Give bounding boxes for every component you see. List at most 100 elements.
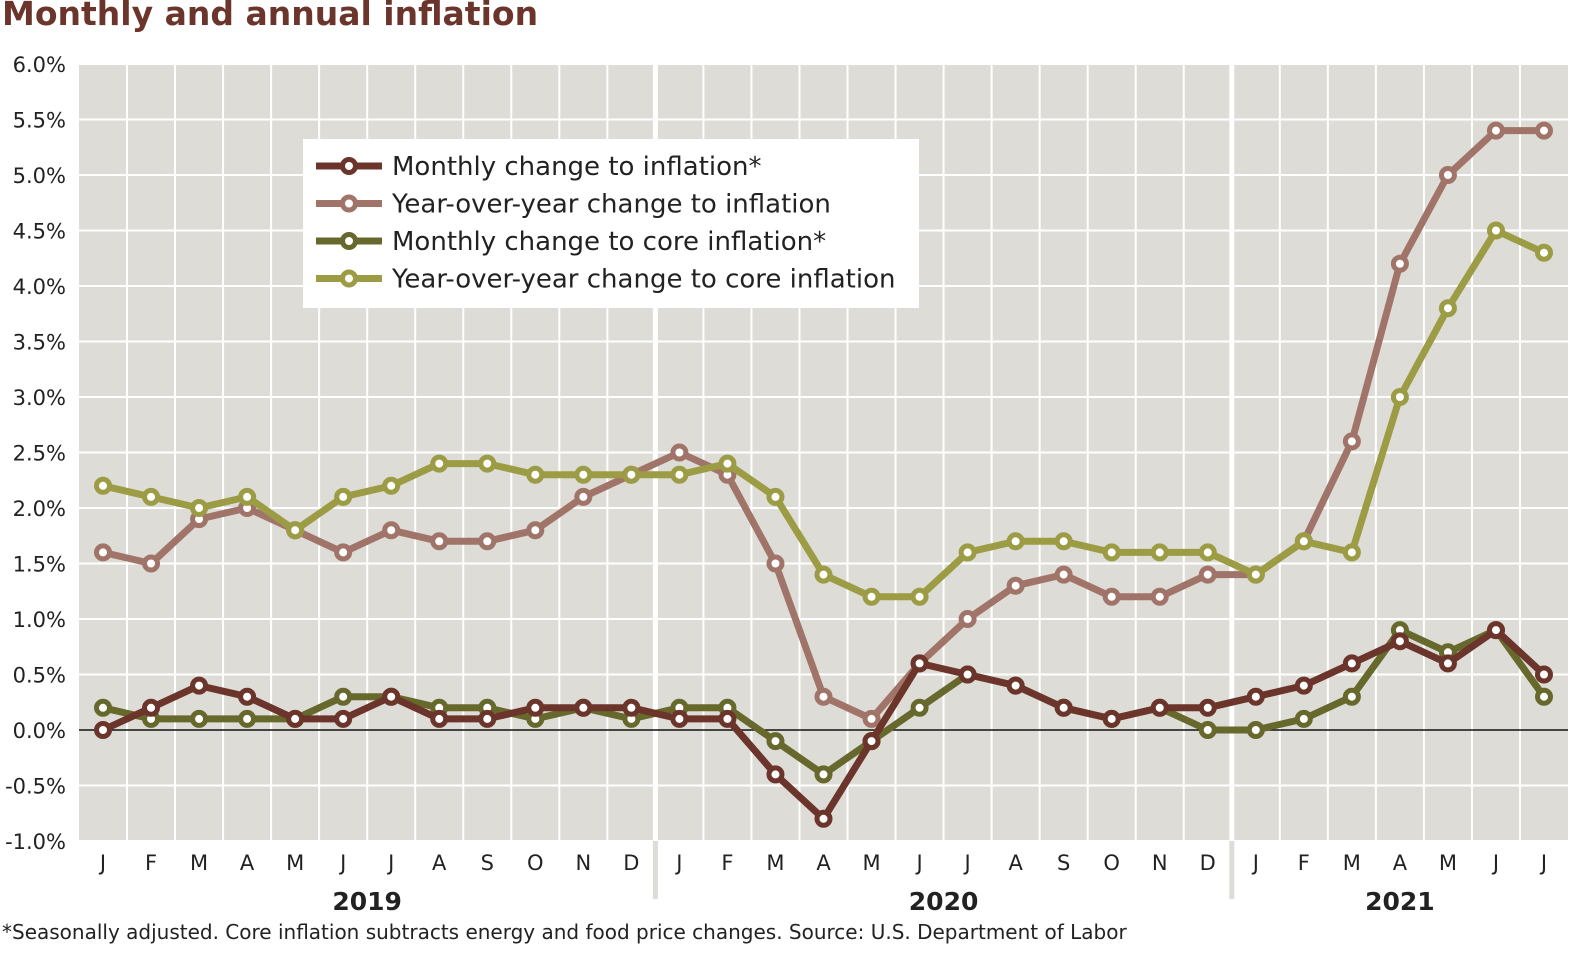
legend-label: Monthly change to inflation*	[392, 152, 762, 182]
data-point	[1438, 299, 1457, 318]
data-point	[94, 698, 112, 717]
data-point	[1102, 709, 1121, 728]
data-point	[238, 687, 257, 706]
legend-marker	[340, 232, 358, 250]
data-point	[670, 465, 689, 484]
y-tick-label: 2.5%	[13, 442, 66, 466]
data-point	[334, 543, 353, 562]
data-point	[958, 543, 977, 562]
data-point	[1054, 698, 1073, 717]
data-point	[1390, 254, 1409, 273]
data-point	[574, 698, 593, 717]
legend-label: Year-over-year change to inflation	[391, 190, 831, 220]
data-point	[622, 465, 641, 484]
y-tick-label: 3.5%	[13, 331, 66, 355]
x-tick-label: M	[862, 851, 880, 875]
y-tick-label: 0.5%	[13, 664, 66, 688]
x-tick-label: M	[766, 851, 784, 875]
data-point	[574, 465, 593, 484]
data-point	[1486, 621, 1505, 640]
data-point	[382, 687, 401, 706]
data-point	[190, 709, 209, 728]
x-tick-label: M	[190, 851, 208, 875]
data-point	[1342, 432, 1361, 451]
data-point	[1102, 543, 1121, 562]
legend-marker	[340, 269, 358, 288]
data-point	[142, 554, 161, 573]
x-tick-label: S	[481, 851, 494, 875]
y-tick-label: 1.5%	[13, 553, 66, 577]
x-tick-label: O	[1103, 851, 1120, 875]
data-point	[94, 476, 112, 495]
data-point	[574, 487, 593, 506]
data-point	[1342, 654, 1361, 673]
data-point	[1150, 543, 1169, 562]
x-tick-label: J	[1251, 851, 1259, 875]
data-point	[1006, 676, 1025, 695]
data-point	[1390, 632, 1409, 651]
data-point	[622, 698, 641, 717]
data-point	[1102, 587, 1121, 606]
data-point	[238, 709, 257, 728]
data-point	[1198, 543, 1217, 562]
data-point	[1198, 698, 1217, 717]
y-tick-label: 5.0%	[13, 164, 66, 188]
legend-label: Monthly change to core inflation*	[392, 227, 826, 257]
data-point	[766, 554, 785, 573]
year-label: 2019	[332, 887, 402, 916]
data-point	[1150, 698, 1169, 717]
data-point	[910, 654, 929, 673]
data-point	[334, 709, 353, 728]
x-tick-label: N	[1152, 851, 1168, 875]
x-tick-label: J	[386, 851, 394, 875]
data-point	[334, 687, 353, 706]
data-point	[1294, 532, 1313, 551]
x-tick-label: J	[98, 851, 106, 875]
x-tick-label: J	[674, 851, 682, 875]
data-point	[190, 499, 209, 517]
y-tick-label: 2.0%	[13, 497, 66, 521]
y-tick-label: 0.0%	[13, 719, 66, 743]
data-point	[286, 521, 305, 540]
data-point	[718, 454, 737, 473]
x-tick-label: A	[1393, 851, 1408, 875]
legend-label: Year-over-year change to core inflation	[391, 265, 895, 295]
y-tick-label: 4.5%	[13, 220, 66, 244]
x-tick-label: J	[338, 851, 346, 875]
data-point	[1246, 721, 1265, 739]
data-point	[766, 487, 785, 506]
data-point	[814, 565, 833, 584]
y-tick-label: 6.0%	[13, 53, 66, 77]
data-point	[1342, 687, 1361, 706]
data-point	[238, 487, 257, 506]
x-tick-label: J	[962, 851, 970, 875]
data-point	[1054, 532, 1073, 551]
data-point	[190, 676, 209, 695]
data-point	[1294, 709, 1313, 728]
data-point	[526, 465, 545, 484]
x-tick-label: S	[1057, 851, 1070, 875]
data-point	[1342, 543, 1361, 562]
x-tick-label: A	[1008, 851, 1023, 875]
data-point	[1535, 243, 1553, 262]
y-tick-label: -0.5%	[5, 775, 66, 799]
x-tick-label: J	[914, 851, 922, 875]
data-point	[1535, 687, 1553, 706]
year-label: 2020	[909, 887, 979, 916]
data-point	[814, 687, 833, 706]
data-point	[430, 709, 449, 728]
data-point	[286, 709, 305, 728]
x-tick-label: A	[432, 851, 447, 875]
data-point	[862, 587, 881, 606]
data-point	[1294, 676, 1313, 695]
y-tick-label: 3.0%	[13, 386, 66, 410]
y-tick-label: 4.0%	[13, 275, 66, 299]
data-point	[814, 765, 833, 784]
data-point	[334, 487, 353, 506]
data-point	[910, 587, 929, 606]
year-label: 2021	[1365, 887, 1435, 916]
data-point	[430, 532, 449, 551]
data-point	[1535, 665, 1553, 684]
legend	[303, 139, 919, 308]
